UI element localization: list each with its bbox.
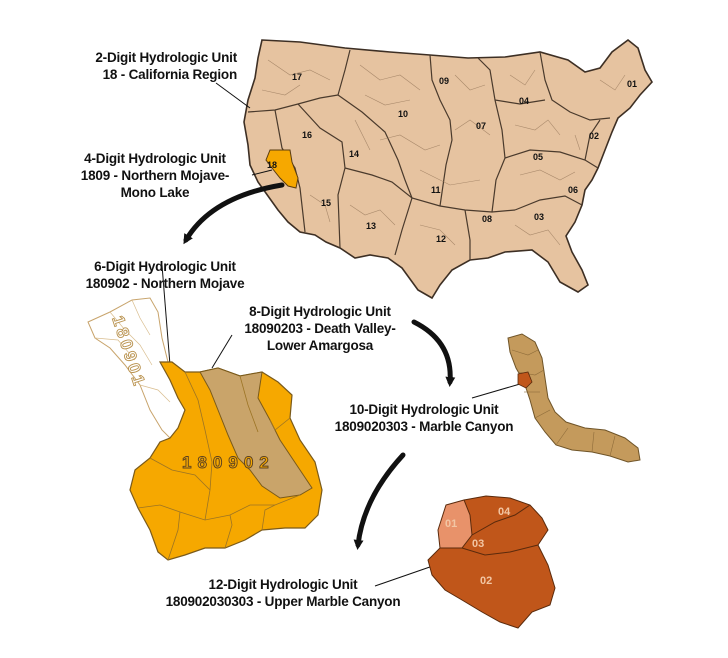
huc4-line1: 4-Digit Hydrologic Unit (84, 151, 226, 166)
huc4-line2: 1809 - Northern Mojave- (80, 168, 230, 183)
region-number: 04 (519, 96, 529, 106)
region-number: 12 (436, 234, 446, 244)
region-number: 09 (439, 76, 449, 86)
huc12-line2: 180902030303 - Upper Marble Canyon (165, 594, 401, 609)
huc10-line2: 1809020303 - Marble Canyon (334, 419, 514, 434)
region-number: 01 (627, 79, 637, 89)
huc12-label-03: 03 (472, 538, 484, 550)
death-valley-subbasin (199, 367, 313, 499)
region-number: 05 (533, 152, 543, 162)
huc8-leader (211, 334, 233, 369)
huc10-basin (507, 333, 641, 463)
huc6-line1: 6-Digit Hydrologic Unit (94, 259, 236, 274)
region-number: 10 (398, 109, 408, 119)
marble-canyon-highlight (517, 371, 533, 389)
huc4-leader (251, 169, 273, 176)
huc10-internal-lines (511, 349, 616, 457)
huc2-line2: 18 - California Region (102, 67, 238, 82)
huc2-line1: 2-Digit Hydrologic Unit (95, 50, 237, 65)
huc8-line2: 18090203 - Death Valley- (244, 321, 396, 336)
huc8-label: 8-Digit Hydrologic Unit 18090203 - Death… (225, 303, 415, 354)
basin-180902-internal-lines (137, 371, 301, 561)
region-number: 14 (349, 149, 359, 159)
arrow-2 (411, 319, 456, 387)
huc12-label-01: 01 (445, 518, 457, 530)
arrow-3 (353, 452, 406, 550)
huc10-line1: 10-Digit Hydrologic Unit (349, 402, 499, 417)
huc12-label: 12-Digit Hydrologic Unit 180902030303 - … (138, 576, 428, 610)
basin-180901-internal-lines (94, 299, 171, 403)
huc12-basin: 01 02 03 04 (427, 495, 556, 629)
huc12-label-02: 02 (480, 575, 492, 587)
huc6-leader (161, 264, 171, 366)
huc4-line3: Mono Lake (120, 185, 190, 200)
region-boundaries (247, 49, 611, 260)
region-18-highlight (265, 149, 299, 189)
sub-basin-lines (261, 59, 626, 246)
huc12-label-04: 04 (498, 506, 511, 518)
huc6-line2: 180902 - Northern Mojave (85, 276, 245, 291)
huc6-label: 6-Digit Hydrologic Unit 180902 - Norther… (65, 258, 265, 292)
region-number: 06 (568, 185, 578, 195)
huc12-internal-lines (461, 504, 539, 556)
huc8-line3: Lower Amargosa (266, 338, 374, 353)
us-outline (243, 38, 653, 300)
huc12-sub-labels: 01 02 03 04 (445, 506, 511, 587)
region-number: 13 (366, 221, 376, 231)
region-number: 07 (476, 121, 486, 131)
region-number: 18 (267, 160, 277, 170)
huc10-label: 10-Digit Hydrologic Unit 1809020303 - Ma… (316, 401, 532, 435)
region-numbers: 01 02 03 04 05 06 07 08 09 10 11 12 13 1… (267, 72, 637, 244)
region-number: 03 (534, 212, 544, 222)
region-number: 16 (302, 130, 312, 140)
huc6-basins (87, 297, 323, 561)
arrows (183, 182, 456, 550)
huc10-leader (471, 383, 521, 399)
arrow-1 (183, 182, 285, 245)
region-number: 15 (321, 198, 331, 208)
huc12-line1: 12-Digit Hydrologic Unit (208, 577, 358, 592)
death-valley-basin-shape (507, 333, 641, 463)
basin-code-180902: 180902 (182, 453, 275, 472)
region-number: 02 (589, 131, 599, 141)
huc12-unit-01 (437, 499, 473, 549)
huc2-leader (215, 82, 251, 109)
leader-lines (161, 82, 521, 587)
huc8-line1: 8-Digit Hydrologic Unit (249, 304, 391, 319)
us-map: 01 02 03 04 05 06 07 08 09 10 11 12 13 1… (243, 38, 653, 300)
huc4-label: 4-Digit Hydrologic Unit 1809 - Northern … (55, 150, 255, 201)
huc2-label: 2-Digit Hydrologic Unit 18 - California … (52, 49, 237, 83)
region-number: 11 (431, 185, 441, 195)
region-number: 17 (292, 72, 302, 82)
region-number: 08 (482, 214, 492, 224)
